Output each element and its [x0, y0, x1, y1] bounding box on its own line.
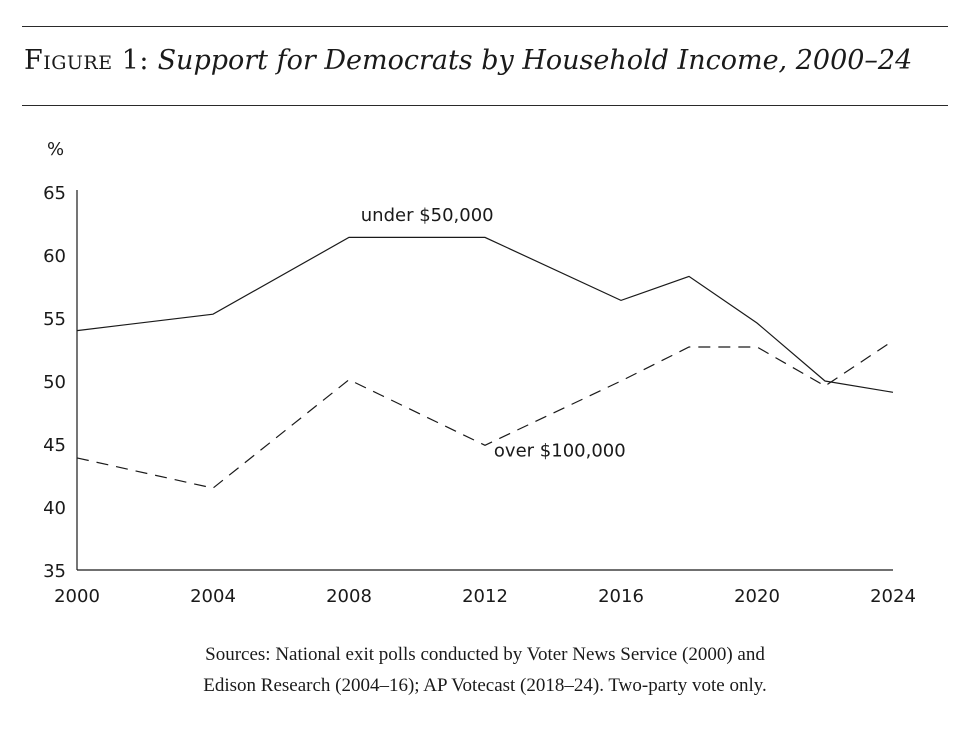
y-tick-label: 50 [43, 372, 66, 393]
x-tick-label: 2012 [462, 586, 508, 607]
sources-note: Sources: National exit polls conducted b… [0, 639, 970, 701]
series-line-under-50000 [76, 236, 894, 393]
sources-line-2: Edison Research (2004–16); AP Votecast (… [203, 675, 767, 696]
x-tick-label: 2008 [326, 586, 372, 607]
series-line-over-100000 [76, 340, 894, 489]
bottom-rule [22, 105, 948, 106]
y-tick-label: 35 [43, 561, 66, 582]
x-tick-label: 2020 [734, 586, 780, 607]
series-label-over-100000: over $100,000 [494, 441, 626, 462]
y-tick-label: 60 [43, 246, 66, 267]
x-tick-label: 2024 [870, 586, 916, 607]
x-tick-label: 2004 [190, 586, 236, 607]
figure-label: Figure 1: [24, 45, 149, 76]
y-tick-label: 40 [43, 498, 66, 519]
figure-title: Figure 1: Support for Democrats by House… [24, 45, 912, 76]
x-tick-label: 2016 [598, 586, 644, 607]
figure-title-text: Support for Democrats by Household Incom… [157, 45, 913, 76]
y-axis-label: % [47, 139, 64, 160]
x-tick-label: 2000 [54, 586, 100, 607]
y-tick-label: 65 [43, 183, 66, 204]
sources-line-1: Sources: National exit polls conducted b… [205, 644, 765, 665]
series-label-under-50000: under $50,000 [361, 205, 494, 226]
y-tick-label: 45 [43, 435, 66, 456]
y-tick-label: 55 [43, 309, 66, 330]
top-rule [22, 26, 948, 27]
